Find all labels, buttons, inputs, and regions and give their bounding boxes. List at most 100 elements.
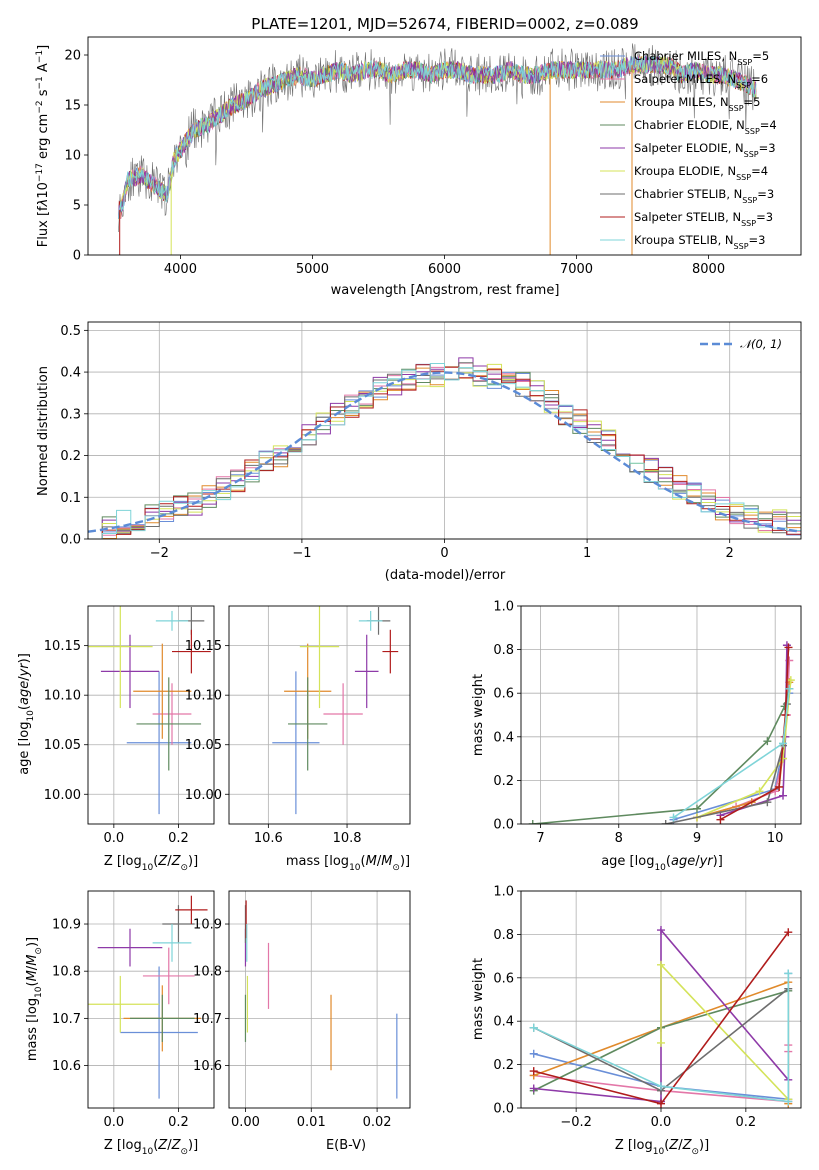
weight-vs-metallicity-panel: −0.2 0.0 0.2 0.0 0.2 0.4 0.6 0.8 1.0 [493, 885, 802, 1130]
weight-line [533, 973, 790, 1103]
axes-frame [87, 605, 215, 825]
weight-marker [763, 737, 772, 746]
y-tick-label: 10.6 [193, 1059, 222, 1074]
weight-Z-xlabel: Z [log10(Z/Z⊙)] [615, 1138, 709, 1157]
legend-sub: SSP [741, 219, 756, 228]
x-tick-label: 0.01 [297, 1115, 326, 1130]
plot-area [272, 606, 399, 815]
legend-sub: SSP [742, 196, 757, 205]
x-tick-label: 10.8 [333, 831, 362, 846]
spectrum-legend: Chabrier MILES, NSSP=5 Salpeter MILES, NS… [600, 49, 777, 251]
legend-count: =3 [756, 210, 773, 224]
legend-count: =3 [757, 187, 774, 201]
plot-area [528, 641, 795, 824]
legend-label: Kroupa STELIB, NSSP=3 [634, 233, 765, 251]
x-tick-label: 6000 [428, 262, 461, 277]
legend-count: =5 [752, 49, 769, 63]
axes-frame [520, 890, 802, 1109]
weight-marker [529, 1049, 538, 1058]
x-tick-label: −0.2 [560, 1115, 592, 1130]
weight-line [696, 680, 792, 819]
residuals-panel: −2 −1 0 1 2 0.0 0.1 0.2 0.3 0.4 0.5 𝒩(0, 1) [60, 321, 802, 561]
y-tick-label: 0.2 [493, 774, 514, 789]
y-tick-label: 10.00 [185, 788, 222, 803]
normal-curve [88, 371, 799, 533]
y-tick-label: 0.0 [493, 818, 514, 833]
mass-Z-xlabel: Z [log10(Z/Z⊙)] [104, 1138, 198, 1157]
spectrum-panel: 4000 5000 6000 7000 8000 0 5 10 15 20 Chabrier MIL… [64, 36, 802, 277]
weight-marker [784, 1097, 793, 1106]
y-tick-label: 0.0 [60, 533, 81, 548]
y-tick-label: 10.15 [44, 639, 81, 654]
x-tick-label: 0.0 [104, 1115, 125, 1130]
weight-marker [779, 791, 788, 800]
age-vs-mass-panel: 10.6 10.8 10.00 10.05 10.10 10.15 [185, 605, 411, 846]
y-tick-label: 15 [64, 99, 81, 114]
axes-frame [87, 321, 802, 540]
y-tick-label: 10.6 [52, 1059, 81, 1074]
weight-line [673, 693, 791, 821]
legend-count: =4 [760, 118, 777, 132]
legend-sub: SSP [744, 150, 759, 159]
age-mass-xlabel: mass [log10(M/M⊙)] [286, 854, 410, 873]
y-tick-label: 0.0 [493, 1102, 514, 1117]
y-tick-label: 0.8 [493, 643, 514, 658]
x-tick-label: 8 [615, 831, 623, 846]
weight-marker [785, 684, 794, 693]
legend-label: 𝒩(0, 1) [740, 337, 782, 351]
legend-label: Chabrier STELIB, NSSP=3 [634, 187, 774, 205]
x-tick-label: −2 [150, 546, 169, 561]
y-tick-label: 10.8 [193, 965, 222, 980]
age-vs-metallicity-panel: 0.0 0.2 10.00 10.05 10.10 10.15 [44, 605, 215, 846]
x-tick-label: 10.6 [254, 831, 283, 846]
age-Z-ylabel: age [log10(age/yr)] [17, 653, 36, 775]
y-tick-label: 0.8 [493, 928, 514, 943]
y-tick-label: 0 [73, 249, 81, 264]
x-tick-label: 5000 [296, 262, 329, 277]
legend-label: Salpeter MILES, NSSP=6 [634, 72, 768, 90]
figure-title: PLATE=1201, MJD=52674, FIBERID=0002, z=0… [251, 15, 638, 33]
weight-marker [657, 1099, 665, 1108]
weight-line [532, 688, 791, 824]
legend-sub: SSP [736, 81, 751, 90]
y-tick-label: 0.1 [60, 491, 81, 506]
y-tick-label: 0.6 [493, 971, 514, 986]
weight-marker [661, 820, 670, 824]
y-tick-label: 1.0 [493, 885, 514, 900]
weight-marker [779, 754, 788, 763]
y-tick-label: 10.00 [44, 788, 81, 803]
x-tick-label: 0.2 [168, 831, 189, 846]
legend-label: Kroupa ELODIE, NSSP=4 [634, 164, 768, 182]
y-tick-label: 10.10 [44, 689, 81, 704]
plot-area [244, 900, 398, 1099]
y-tick-label: 0.2 [60, 449, 81, 464]
spectrum-line [118, 55, 757, 219]
y-tick-label: 0.4 [493, 1015, 514, 1030]
plot-area [529, 926, 793, 1108]
y-tick-label: 5 [73, 199, 81, 214]
x-tick-label: −1 [292, 546, 311, 561]
weight-age-ylabel: mass weight [471, 674, 486, 756]
legend-sub: SSP [737, 58, 752, 67]
y-tick-label: 10 [64, 149, 81, 164]
weight-marker [763, 798, 772, 807]
y-tick-label: 0.4 [493, 730, 514, 745]
y-tick-label: 10.9 [52, 918, 81, 933]
x-tick-label: 0.0 [651, 1115, 672, 1130]
legend-count: =6 [751, 72, 768, 86]
legend-sub: SSP [745, 127, 760, 136]
axes-frame [228, 890, 411, 1109]
y-tick-label: 10.15 [185, 639, 222, 654]
plot-area [118, 43, 757, 255]
axes-frame [520, 605, 802, 825]
axes-frame [87, 36, 802, 256]
axes-frame [87, 890, 215, 1109]
legend-sub: SSP [734, 242, 749, 251]
weight-marker [779, 739, 788, 748]
weight-marker [669, 813, 678, 822]
residuals-ylabel: Normed distribution [36, 366, 51, 496]
y-tick-label: 10.7 [52, 1012, 81, 1027]
weight-marker [786, 676, 795, 685]
legend-count: =5 [744, 95, 761, 109]
